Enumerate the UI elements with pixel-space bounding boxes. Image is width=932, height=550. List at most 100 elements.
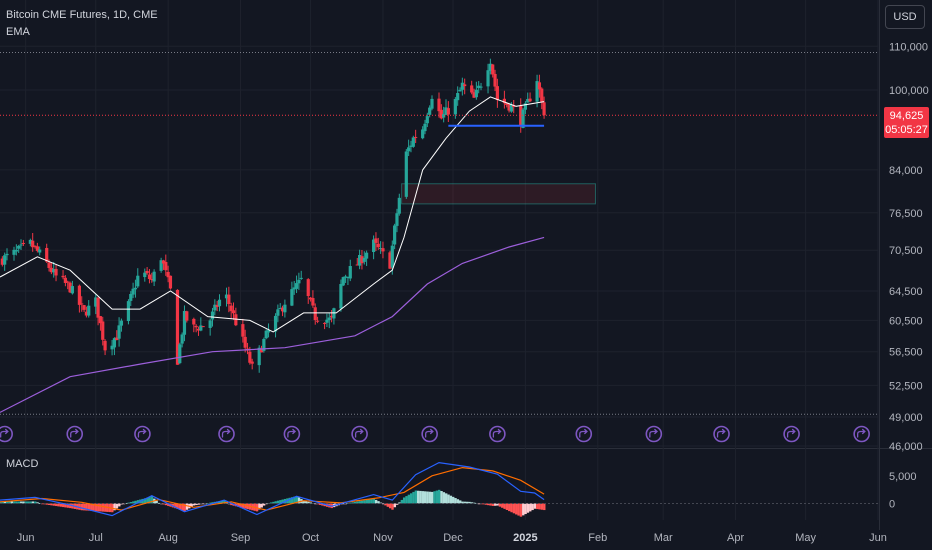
macd-histogram-bar — [176, 503, 179, 509]
event-marker-arrow — [221, 428, 231, 438]
macd-histogram-bar — [536, 503, 539, 510]
price-axis-tick-label: 76,500 — [889, 208, 923, 220]
macd-legend-label[interactable]: MACD — [6, 458, 39, 470]
candle-body — [388, 252, 392, 269]
macd-histogram-bar — [515, 503, 518, 515]
candle-body — [463, 84, 467, 87]
macd-histogram-bar — [87, 503, 91, 511]
candle-body — [49, 267, 53, 273]
macd-histogram-bar — [381, 503, 385, 505]
forward-arrow-circle-icon[interactable] — [351, 425, 368, 443]
event-marker-arrow — [425, 428, 434, 438]
forward-arrow-circle-icon[interactable] — [489, 425, 506, 443]
candle-body — [243, 336, 247, 348]
candle-body — [311, 298, 315, 306]
macd-histogram-bar — [489, 503, 492, 506]
macd-histogram-bar — [442, 492, 446, 504]
forward-arrow-circle-icon[interactable] — [645, 425, 663, 443]
macd-histogram-bar — [295, 496, 298, 504]
event-marker-arrow — [649, 428, 658, 438]
candle-body — [273, 315, 278, 332]
macd-histogram-bar — [195, 503, 198, 506]
candle-body — [77, 285, 81, 305]
currency-button[interactable]: USD — [885, 5, 925, 29]
candle-body — [523, 103, 527, 110]
forward-arrow-circle-icon[interactable] — [421, 425, 438, 443]
macd-histogram-bar — [57, 503, 60, 507]
macd-signal-line — [0, 466, 545, 511]
macd-histogram-bar — [409, 493, 413, 504]
candle-body — [411, 137, 415, 147]
overlay-layer — [0, 114, 878, 127]
macd-histogram-bar — [302, 500, 305, 504]
macd-histogram-bar — [118, 503, 121, 507]
forward-arrow-circle-icon[interactable] — [575, 425, 593, 443]
macd-histogram-bar — [309, 502, 312, 504]
candle-body — [502, 98, 506, 104]
event-marker-arrow — [287, 428, 297, 438]
candle-body — [201, 326, 205, 328]
candle-body — [19, 244, 23, 246]
macd-histogram-bar — [358, 501, 362, 504]
candle-body — [178, 344, 182, 364]
forward-arrow-circle-icon[interactable] — [134, 425, 151, 443]
candle-body — [346, 276, 350, 279]
event-marker-ring — [421, 425, 438, 443]
candle-body — [234, 314, 238, 326]
macd-histogram-bar — [426, 491, 429, 504]
candle-body — [453, 99, 457, 115]
macd-histogram-bar — [459, 500, 462, 504]
candle-body — [208, 320, 212, 328]
forward-arrow-circle-icon[interactable] — [783, 425, 800, 443]
macd-histogram-bar — [377, 501, 380, 504]
time-axis-tick-label: Aug — [158, 532, 178, 544]
forward-arrow-circle-icon[interactable] — [283, 425, 301, 443]
price-axis-tick-label: 46,000 — [889, 441, 923, 453]
macd-histogram-bar — [113, 503, 116, 511]
price-axis-tick-label: 70,500 — [889, 245, 923, 257]
event-markers[interactable] — [0, 425, 870, 443]
forward-arrow-circle-icon[interactable] — [218, 425, 235, 443]
macd-histogram-bar — [230, 503, 233, 506]
event-marker-ring — [66, 425, 84, 443]
price-axis-tick-label: 100,000 — [889, 85, 929, 97]
forward-arrow-circle-icon[interactable] — [713, 425, 730, 443]
macd-histogram-bar — [503, 503, 506, 509]
macd-histogram-bar — [132, 501, 135, 504]
price-axis-tick-label: 60,500 — [889, 315, 923, 327]
macd-histogram-bar — [223, 500, 226, 504]
macd-histogram-bar — [45, 503, 49, 505]
ema-legend-label[interactable]: EMA — [6, 26, 30, 38]
macd-histogram-bar — [370, 499, 373, 504]
macd-histogram-bar — [281, 499, 284, 504]
candle-body — [66, 281, 70, 283]
macd-histogram-bar — [192, 503, 196, 506]
macd-histogram-bar — [146, 497, 149, 504]
forward-arrow-circle-icon[interactable] — [0, 425, 13, 443]
candle-body — [521, 109, 525, 128]
macd-histogram-bar — [59, 503, 63, 507]
candle-body — [446, 108, 450, 115]
event-marker-arrow — [492, 428, 502, 438]
macd-histogram-bar — [97, 503, 100, 512]
macd-histogram-bar — [99, 503, 102, 512]
macd-histogram-bar — [262, 503, 266, 506]
candle-body — [264, 330, 268, 339]
candle-body — [45, 247, 49, 262]
event-marker-ring — [489, 425, 506, 443]
macd-histogram-bar — [412, 491, 415, 504]
candle-body — [14, 249, 18, 252]
zone-layer — [401, 183, 596, 205]
candle-body — [294, 283, 299, 289]
macd-histogram-bar — [274, 501, 277, 504]
macd-histogram-bar — [38, 503, 42, 504]
forward-arrow-circle-icon[interactable] — [853, 425, 870, 443]
macd-histogram-bar — [55, 503, 58, 507]
macd-histogram-bar — [94, 503, 98, 512]
forward-arrow-circle-icon[interactable] — [66, 425, 84, 443]
macd-histogram-bar — [501, 503, 504, 508]
candle-body — [133, 287, 138, 290]
candle-body — [535, 81, 539, 102]
candle-body — [182, 310, 187, 335]
